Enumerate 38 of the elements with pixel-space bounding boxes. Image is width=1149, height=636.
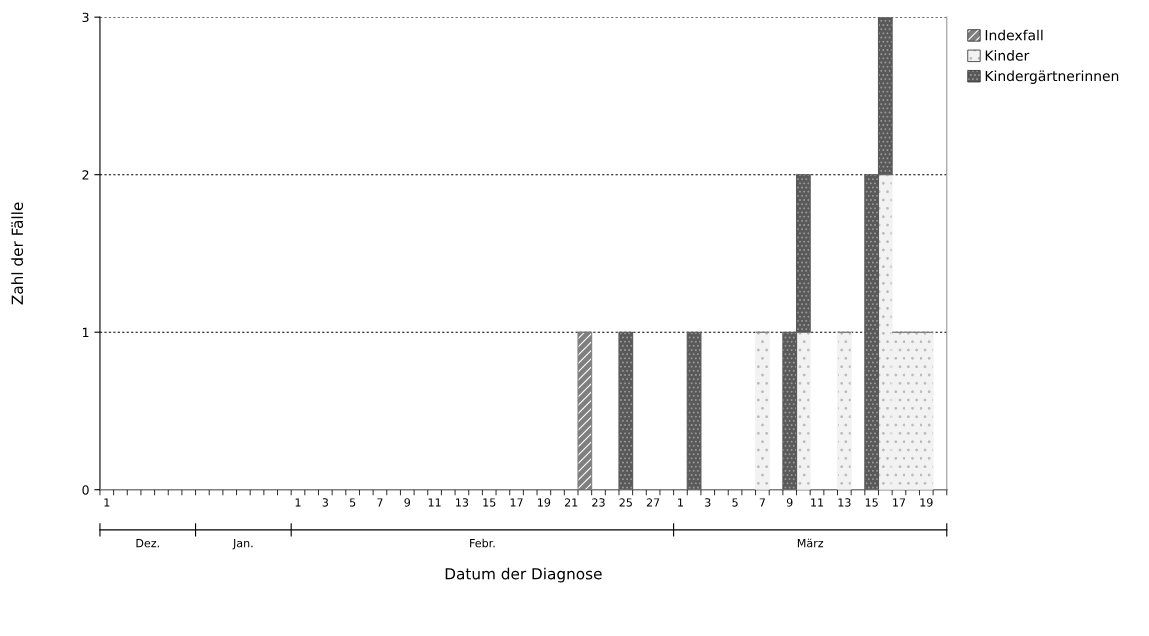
x-tick-label: 1 <box>295 498 301 507</box>
x-tick-label: 27 <box>646 498 660 507</box>
x-tick-label: 3 <box>705 498 711 507</box>
x-tick-label: 13 <box>456 498 469 507</box>
x-axis-title: Datum der Diagnose <box>445 567 602 583</box>
x-tick-label: 1 <box>678 498 683 507</box>
x-tick-label: 13 <box>838 498 851 507</box>
x-tick-label: 15 <box>865 498 878 507</box>
legend-label: Kindergärtnerinnen <box>985 70 1119 84</box>
x-tick-label: 19 <box>538 498 551 507</box>
y-tick-label: 0 <box>82 485 89 495</box>
text: Febr. <box>470 538 495 548</box>
text: Dez. <box>136 539 159 548</box>
x-tick-label: 15 <box>483 498 496 507</box>
x-tick-label: 21 <box>564 498 578 507</box>
x-tick-label: 5 <box>732 498 738 507</box>
x-tick-label: 19 <box>920 498 933 507</box>
x-tick-label: 23 <box>592 498 605 507</box>
x-tick-label: 1 <box>104 498 110 507</box>
y-tick-label: 1 <box>82 327 89 337</box>
x-tick-label: 9 <box>786 498 793 507</box>
y-axis-title: Zahl der Fälle <box>11 202 24 305</box>
text: März <box>797 538 824 548</box>
x-tick-label: 7 <box>759 498 765 507</box>
x-tick-label: 11 <box>428 498 441 507</box>
x-tick-label: 5 <box>349 498 356 507</box>
text: Jan. <box>232 539 253 550</box>
x-tick-label: 9 <box>404 498 411 507</box>
x-tick-label: 25 <box>619 498 632 507</box>
x-tick-label: 3 <box>322 498 328 507</box>
legend-label: Indexfall <box>985 29 1043 41</box>
x-tick-label: 11 <box>811 498 824 507</box>
x-tick-label: 17 <box>893 498 906 507</box>
y-tick-label: 2 <box>82 170 89 180</box>
y-tick-label: 3 <box>82 12 89 23</box>
legend-label: Kinder <box>985 50 1030 61</box>
x-tick-label: 17 <box>510 498 523 507</box>
x-tick-label: 7 <box>377 498 383 507</box>
